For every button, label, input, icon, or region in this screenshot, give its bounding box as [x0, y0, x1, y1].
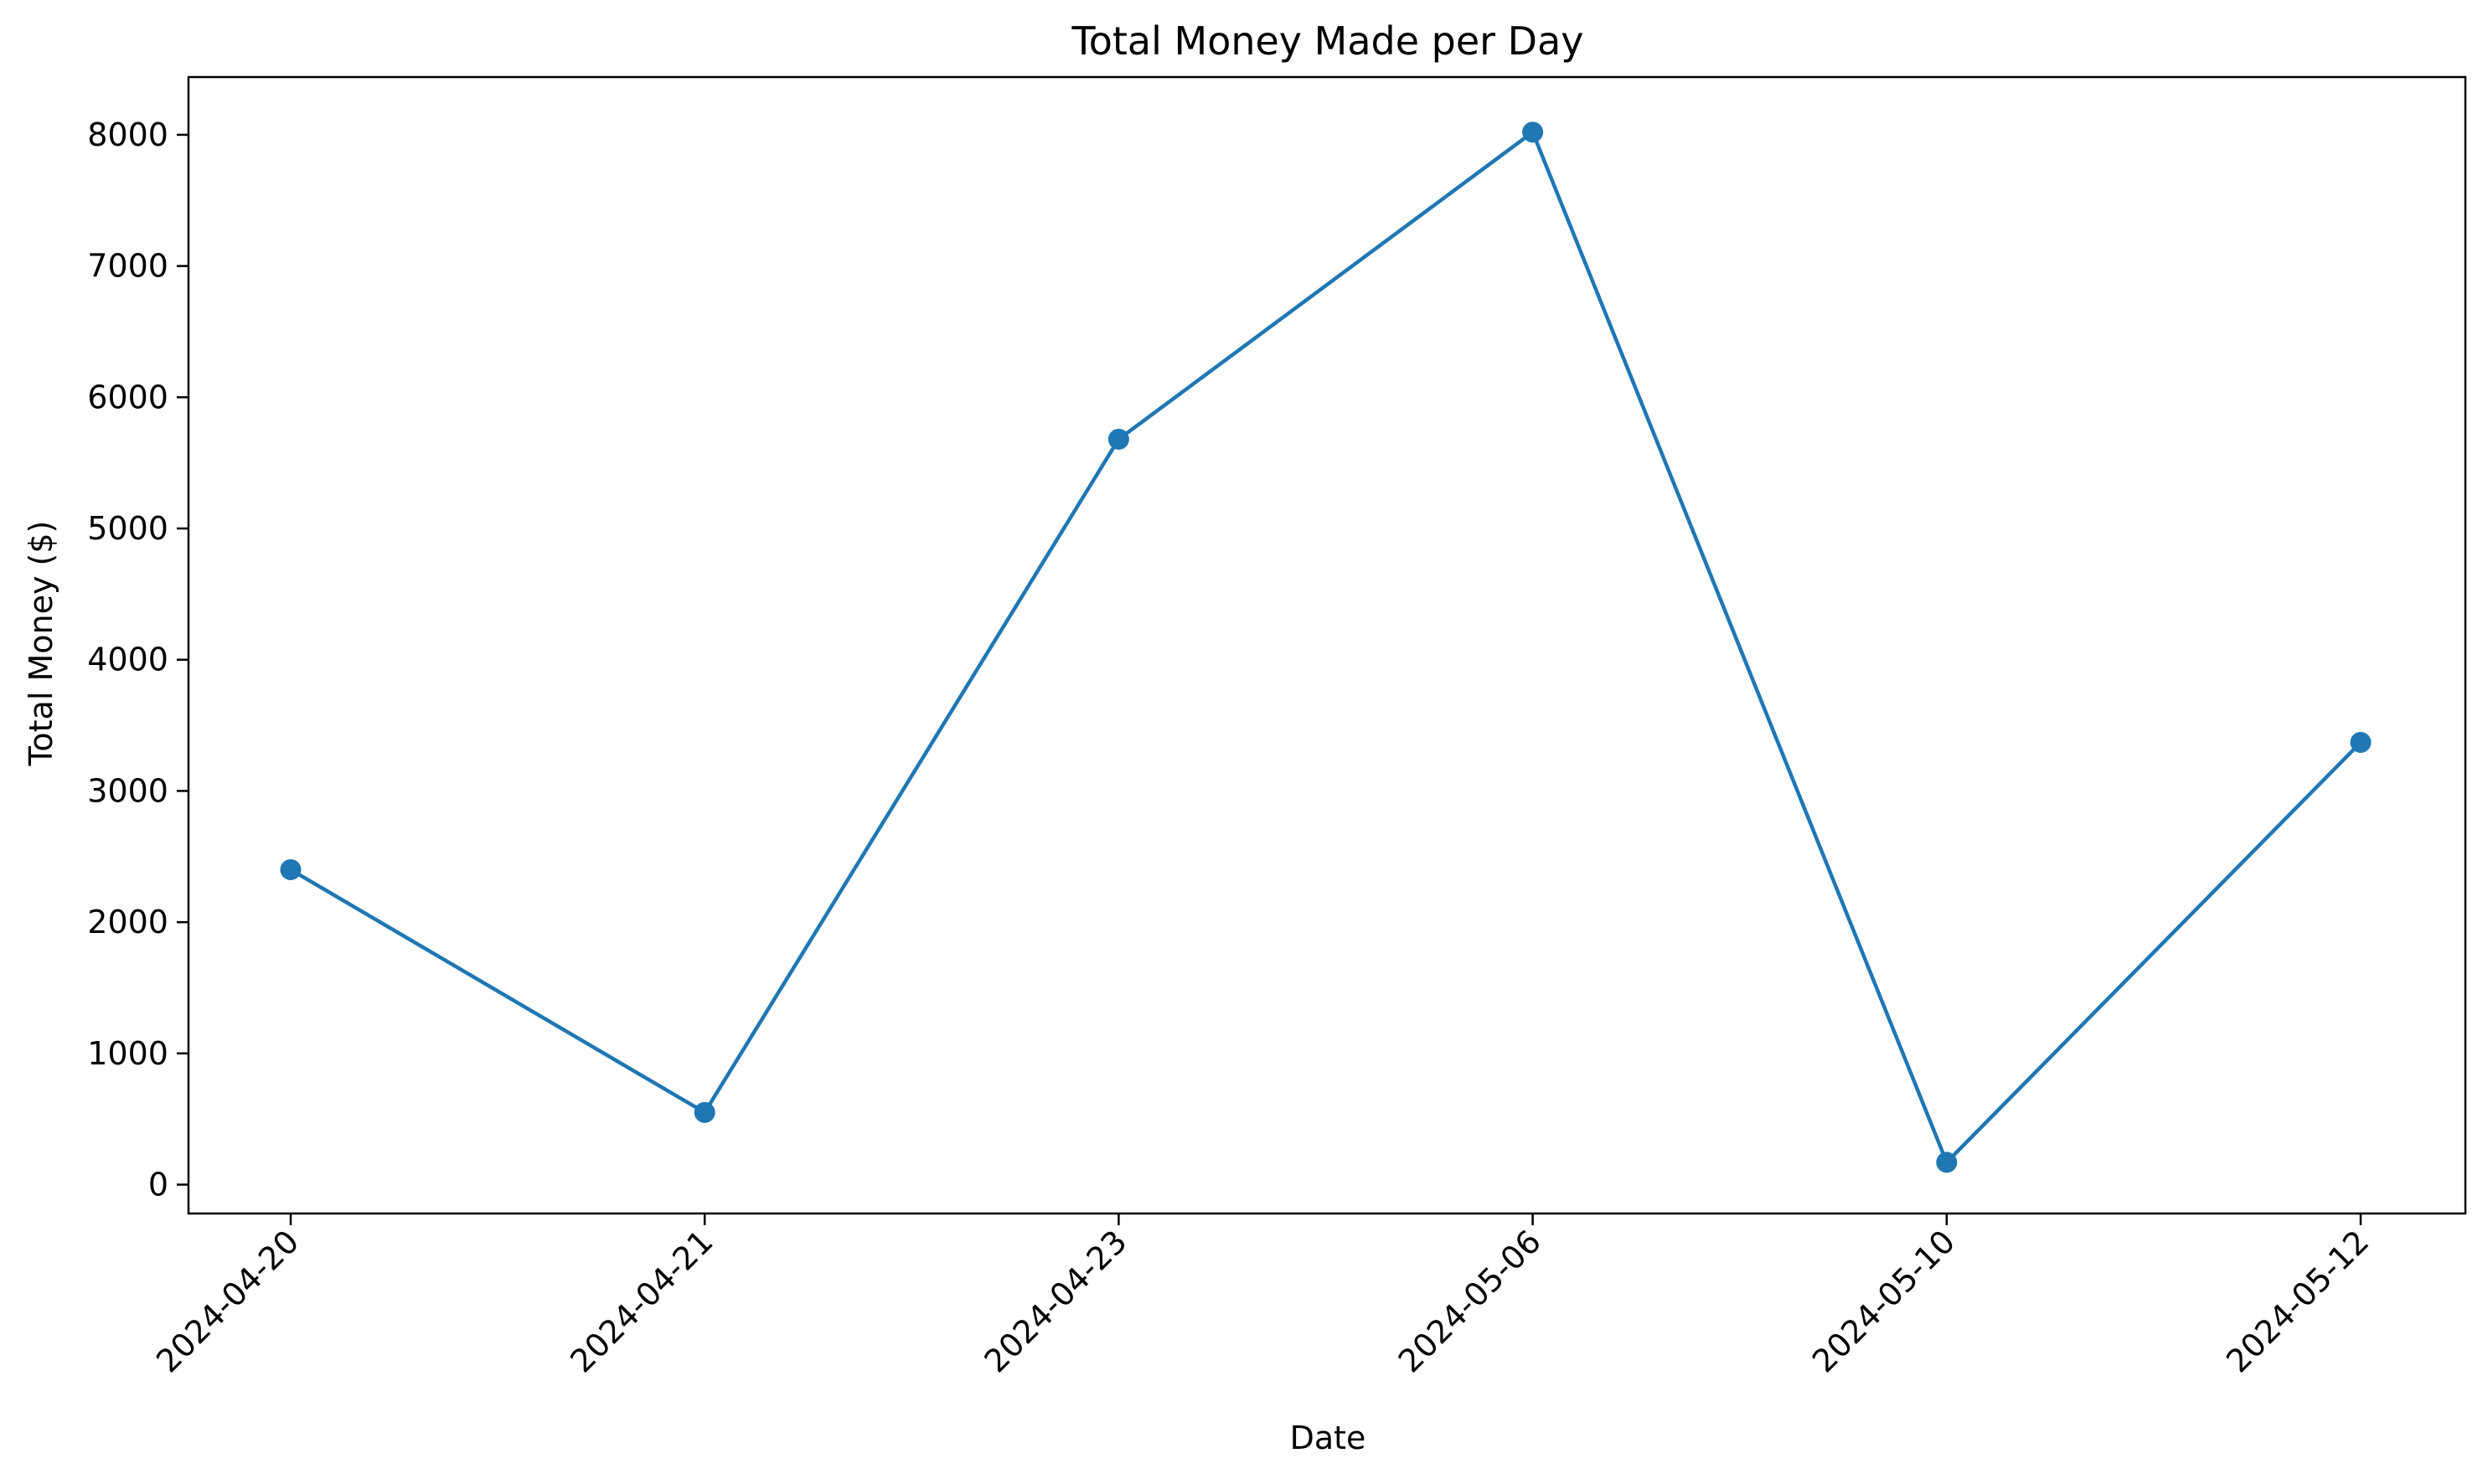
y-axis-label: Total Money ($) — [23, 521, 59, 767]
data-point — [2350, 731, 2372, 753]
y-tick-label: 3000 — [87, 772, 168, 809]
data-point — [1107, 428, 1129, 450]
data-point — [280, 858, 302, 880]
y-tick-label: 6000 — [87, 379, 168, 415]
y-tick-label: 0 — [148, 1167, 168, 1203]
x-axis-label: Date — [1290, 1420, 1366, 1456]
y-tick-label: 5000 — [87, 510, 168, 547]
plot-frame — [187, 75, 2467, 1215]
data-point — [1522, 121, 1544, 143]
y-tick-label: 4000 — [87, 642, 168, 678]
chart-title: Total Money Made per Day — [1071, 18, 1583, 64]
y-tick-label: 1000 — [87, 1035, 168, 1072]
y-tick-label: 2000 — [87, 904, 168, 940]
y-tick-label: 8000 — [87, 116, 168, 153]
data-point — [694, 1101, 715, 1123]
series-line — [289, 130, 2362, 1165]
y-tick-label: 7000 — [87, 248, 168, 285]
data-point — [1936, 1152, 1958, 1173]
